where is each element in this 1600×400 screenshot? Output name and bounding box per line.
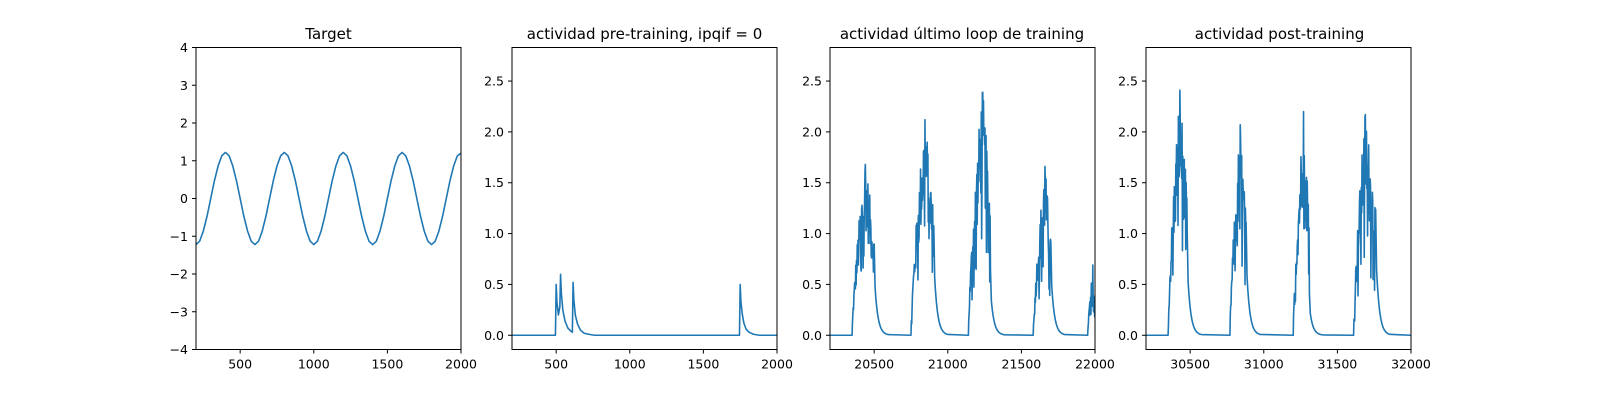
panel-title: actividad último loop de training: [840, 25, 1084, 43]
y-axis: 0.0 0.5 1.0 1.5 2.0 2.5: [1118, 74, 1146, 343]
panel-pre-training: actividad pre-training, ipqif = 0 500 100…: [484, 25, 793, 372]
y-tick-label: 1.0: [1118, 226, 1138, 241]
x-tick-label: 21000: [928, 357, 968, 372]
y-tick-label: 2.5: [802, 74, 822, 89]
plot-area: [1146, 89, 1412, 337]
panel-title: Target: [304, 25, 352, 43]
panel-last-training-loop: actividad último loop de training 20500 2…: [802, 25, 1115, 372]
x-tick-label: 1000: [614, 357, 646, 372]
axes-frame: [829, 47, 1096, 350]
y-tick-label: 0: [180, 191, 188, 206]
plot-area: [830, 91, 1096, 337]
x-tick-label: 21500: [1002, 357, 1042, 372]
series-line: [830, 91, 1096, 337]
series-line: [195, 151, 462, 246]
x-tick-label: 500: [544, 357, 568, 372]
y-tick-label: 2.5: [1118, 74, 1138, 89]
y-tick-label: 0.0: [1118, 328, 1138, 343]
y-tick-label: 2.0: [802, 124, 822, 139]
panel-title: actividad post-training: [1195, 25, 1364, 43]
panel-post-training: actividad post-training 30500 31000 31500 3…: [1118, 25, 1431, 372]
x-axis: 500 1000 1500 2000: [228, 349, 477, 372]
y-tick-label: −1: [170, 229, 188, 244]
y-tick-label: 1.0: [802, 226, 822, 241]
axes-frame: [1145, 47, 1412, 350]
y-tick-label: 2.0: [484, 124, 504, 139]
y-tick-label: 0.5: [1118, 277, 1138, 292]
x-tick-label: 1000: [298, 357, 330, 372]
panel-target: Target 500 1000 1500 2000 −4 −3 −2 −1 0 1 2 3 4: [170, 25, 477, 372]
x-tick-label: 30500: [1170, 357, 1210, 372]
x-tick-label: 1500: [371, 357, 403, 372]
panel-title: actividad pre-training, ipqif = 0: [527, 25, 763, 43]
y-axis: −4 −3 −2 −1 0 1 2 3 4: [170, 40, 196, 357]
y-tick-label: −2: [170, 267, 188, 282]
y-tick-label: 1.5: [484, 175, 504, 190]
y-axis: 0.0 0.5 1.0 1.5 2.0 2.5: [484, 74, 512, 343]
y-tick-label: 4: [180, 40, 188, 55]
y-tick-label: 1: [180, 153, 188, 168]
y-axis: 0.0 0.5 1.0 1.5 2.0 2.5: [802, 74, 830, 343]
x-tick-label: 32000: [1391, 357, 1431, 372]
y-tick-label: 0.5: [802, 277, 822, 292]
y-tick-label: −4: [170, 342, 188, 357]
x-axis: 30500 31000 31500 32000: [1170, 349, 1431, 372]
y-tick-label: 2.0: [1118, 124, 1138, 139]
plot-area: [512, 273, 777, 337]
series-line: [512, 273, 777, 337]
y-tick-label: 3: [180, 78, 188, 93]
x-axis: 20500 21000 21500 22000: [854, 349, 1115, 372]
axes-frame: [511, 47, 778, 350]
y-tick-label: 1.0: [484, 226, 504, 241]
y-tick-label: 0.0: [802, 328, 822, 343]
plot-area: [195, 151, 462, 246]
x-tick-label: 2000: [761, 357, 793, 372]
y-tick-label: 0.0: [484, 328, 504, 343]
y-tick-label: −3: [170, 304, 188, 319]
x-tick-label: 500: [228, 357, 252, 372]
x-tick-label: 1500: [687, 357, 719, 372]
x-tick-label: 31500: [1318, 357, 1358, 372]
x-tick-label: 2000: [445, 357, 477, 372]
y-tick-label: 1.5: [1118, 175, 1138, 190]
y-tick-label: 1.5: [802, 175, 822, 190]
x-tick-label: 20500: [854, 357, 894, 372]
y-tick-label: 0.5: [484, 277, 504, 292]
y-tick-label: 2.5: [484, 74, 504, 89]
x-tick-label: 22000: [1075, 357, 1115, 372]
series-line: [1146, 89, 1412, 337]
x-axis: 500 1000 1500 2000: [544, 349, 793, 372]
x-tick-label: 31000: [1244, 357, 1284, 372]
y-tick-label: 2: [180, 116, 188, 131]
